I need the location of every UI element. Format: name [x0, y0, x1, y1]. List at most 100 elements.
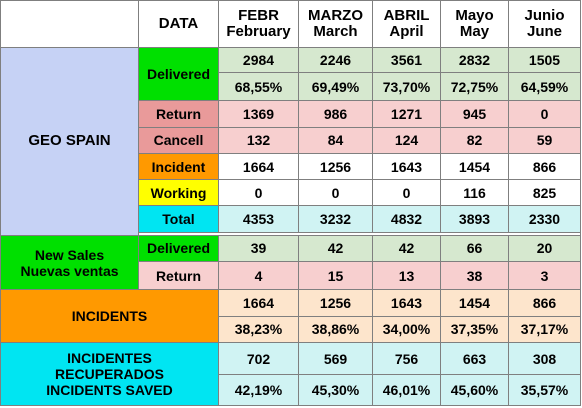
geo-spain-label: GEO SPAIN: [0, 46, 139, 236]
value-cell: 3232: [298, 205, 373, 233]
month-es: FEBR: [238, 6, 279, 24]
value-cell: 3: [508, 261, 581, 291]
percent-cell: 45,60%: [440, 374, 509, 406]
value-cell: 4353: [218, 205, 299, 233]
geo-delivered-row: GEO SPAIN Delivered 2984 2246 3561 2832 …: [0, 46, 581, 236]
new-sales-return-row: Return 4 15 13 38 3: [1, 261, 581, 291]
incidents-saved-row: INCIDENTES RECUPERADOS INCIDENTS SAVED 702…: [0, 342, 581, 406]
delivered-label: Delivered: [138, 46, 219, 102]
incidents-saved-label-2: RECUPERADOS: [55, 366, 164, 383]
incidents-percent-row: 38,23% 38,86% 34,00% 37,35% 37,17%: [1, 315, 581, 344]
percent-cell: 38,86%: [298, 315, 373, 344]
geo-delivered-percent-row: 68,55% 69,49% 73,70% 72,75% 64,59%: [1, 71, 581, 102]
value-cell: 59: [508, 126, 581, 154]
total-label: Total: [138, 205, 219, 233]
return-label: Return: [138, 100, 219, 128]
incidents-row: INCIDENTS 1664 1256 1643 1454 866: [0, 289, 581, 344]
value-cell: 1505: [508, 46, 581, 73]
incidents-saved-label: INCIDENTES RECUPERADOS INCIDENTS SAVED: [0, 342, 219, 406]
value-cell: 38: [440, 261, 509, 291]
value-cell: 866: [508, 152, 581, 181]
incidents-label: INCIDENTS: [0, 289, 219, 344]
data-header: DATA: [138, 0, 219, 48]
value-cell: 308: [508, 342, 581, 376]
value-cell: 0: [508, 100, 581, 128]
value-cell: 756: [372, 342, 441, 376]
working-label: Working: [138, 179, 219, 207]
geo-total-row: Total 4353 3232 4832 3893 2330: [1, 205, 581, 233]
value-cell: 84: [298, 126, 373, 154]
value-cell: 2330: [508, 205, 581, 233]
value-cell: 2984: [218, 46, 299, 73]
value-cell: 42: [298, 234, 373, 263]
incidents-saved-percent-row: 42,19% 45,30% 46,01% 45,60% 35,57%: [1, 374, 581, 406]
month-header-apr: ABRIL April: [372, 0, 441, 48]
percent-cell: 37,17%: [508, 315, 581, 344]
incident-label: Incident: [138, 152, 219, 181]
month-es: MARZO: [308, 6, 363, 24]
geo-incident-row: Incident 1664 1256 1643 1454 866: [1, 152, 581, 181]
value-cell: 0: [218, 179, 299, 207]
month-en: February: [226, 22, 291, 40]
header-row: DATA FEBR February MARZO March ABRIL April …: [0, 0, 581, 48]
percent-cell: 42,19%: [218, 374, 299, 406]
return-label: Return: [138, 261, 219, 291]
value-cell: 116: [440, 179, 509, 207]
corner-cell: [0, 0, 139, 48]
percent-cell: 45,30%: [298, 374, 373, 406]
value-cell: 82: [440, 126, 509, 154]
value-cell: 124: [372, 126, 441, 154]
month-en: June: [526, 22, 562, 40]
value-cell: 66: [440, 234, 509, 263]
percent-cell: 72,75%: [440, 71, 509, 102]
value-cell: 702: [218, 342, 299, 376]
value-cell: 42: [372, 234, 441, 263]
value-cell: 132: [218, 126, 299, 154]
geo-return-row: Return 1369 986 1271 945 0: [1, 100, 581, 128]
new-sales-label-en: New Sales: [34, 246, 105, 263]
percent-cell: 73,70%: [372, 71, 441, 102]
value-cell: 0: [298, 179, 373, 207]
percent-cell: 69,49%: [298, 71, 373, 102]
value-cell: 15: [298, 261, 373, 291]
percent-cell: 46,01%: [372, 374, 441, 406]
value-cell: 2832: [440, 46, 509, 73]
value-cell: 1643: [372, 289, 441, 317]
percent-cell: 68,55%: [218, 71, 299, 102]
value-cell: 20: [508, 234, 581, 263]
value-cell: 1454: [440, 152, 509, 181]
percent-cell: 35,57%: [508, 374, 581, 406]
value-cell: 986: [298, 100, 373, 128]
value-cell: 663: [440, 342, 509, 376]
new-sales-delivered-row: New Sales Nuevas ventas Delivered 39 42 4…: [0, 234, 581, 291]
value-cell: 4: [218, 261, 299, 291]
value-cell: 3561: [372, 46, 441, 73]
value-cell: 1664: [218, 152, 299, 181]
percent-cell: 38,23%: [218, 315, 299, 344]
delivered-label: Delivered: [138, 234, 219, 263]
new-sales-label: New Sales Nuevas ventas: [0, 234, 139, 291]
value-cell: 1256: [298, 289, 373, 317]
month-en: April: [389, 22, 424, 40]
incidents-saved-label-1: INCIDENTES: [67, 350, 152, 367]
percent-cell: 34,00%: [372, 315, 441, 344]
value-cell: 1643: [372, 152, 441, 181]
value-cell: 2246: [298, 46, 373, 73]
value-cell: 3893: [440, 205, 509, 233]
month-es: Mayo: [455, 6, 494, 24]
month-es: Junio: [524, 6, 565, 24]
percent-cell: 37,35%: [440, 315, 509, 344]
value-cell: 13: [372, 261, 441, 291]
value-cell: 4832: [372, 205, 441, 233]
value-cell: 0: [372, 179, 441, 207]
value-cell: 1454: [440, 289, 509, 317]
value-cell: 39: [218, 234, 299, 263]
value-cell: 945: [440, 100, 509, 128]
value-cell: 866: [508, 289, 581, 317]
incidents-saved-label-3: INCIDENTS SAVED: [46, 382, 173, 399]
month-es: ABRIL: [383, 6, 430, 24]
geo-working-row: Working 0 0 0 116 825: [1, 179, 581, 207]
month-header-jun: Junio June: [508, 0, 581, 48]
value-cell: 1369: [218, 100, 299, 128]
